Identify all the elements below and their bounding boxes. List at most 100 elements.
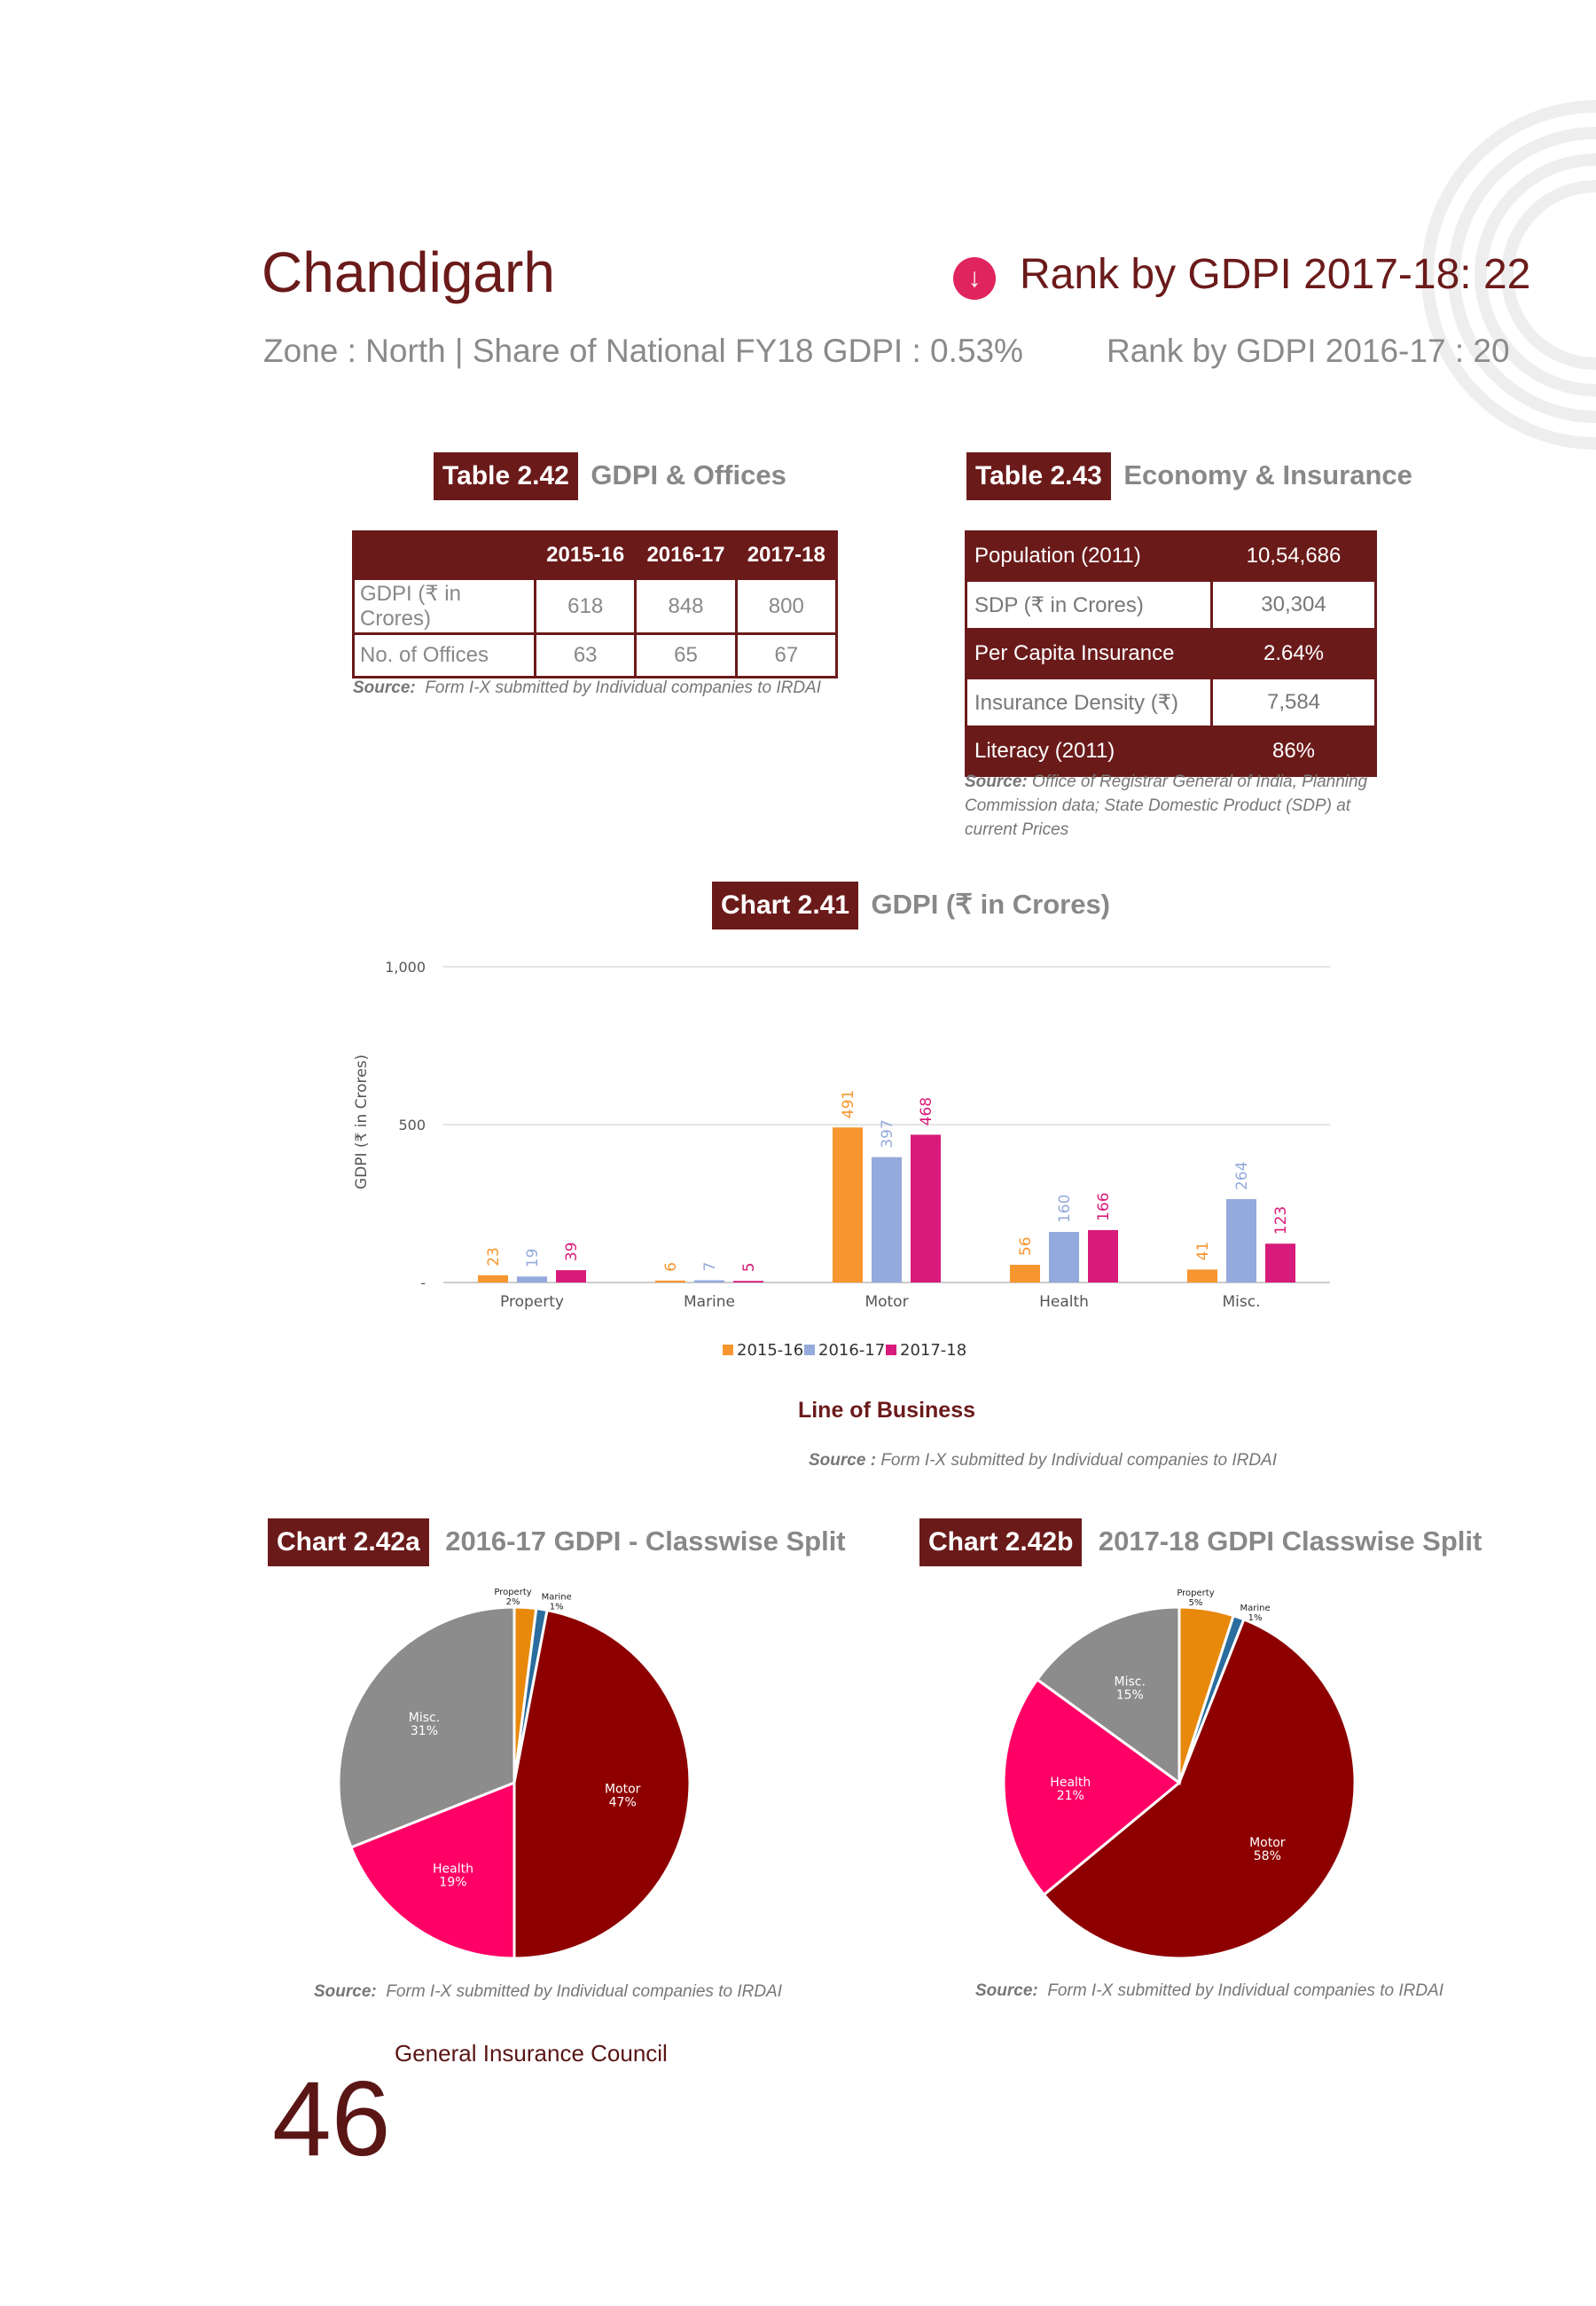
data-label: 160 <box>1056 1195 1074 1223</box>
table-cell: 7,584 <box>1210 677 1377 728</box>
slice-label-name: Motor <box>1249 1836 1286 1850</box>
data-label: 6 <box>662 1262 680 1272</box>
row-label: GDPI (₹ in Crores) <box>352 577 536 635</box>
slice-label: Property 2% <box>494 1588 531 1607</box>
slice-label-value: 58% <box>1254 1849 1281 1863</box>
x-tick-label: Marine <box>684 1293 735 1311</box>
bar <box>911 1134 941 1282</box>
bar <box>517 1276 547 1282</box>
chart-242a-heading: Chart 2.42a 2016-17 GDPI - Classwise Spl… <box>268 1518 846 1566</box>
table-cell: 65 <box>634 632 738 678</box>
chart-241-source: Source : Form I-X submitted by Individua… <box>809 1451 1277 1471</box>
legend-swatch <box>804 1345 815 1355</box>
chart-241-title: GDPI (₹ in Crores) <box>871 889 1111 920</box>
publisher-name: General Insurance Council <box>395 2040 668 2067</box>
source-label: Source: <box>314 1982 377 2001</box>
bar <box>1265 1243 1295 1282</box>
rank-current: Rank by GDPI 2017-18: 22 <box>1020 251 1531 298</box>
data-label: 397 <box>879 1119 896 1148</box>
data-label: 19 <box>524 1249 542 1268</box>
bar <box>872 1157 902 1282</box>
chart-242b-tag: Chart 2.42b <box>919 1518 1083 1566</box>
chart-242a-source: Source: Form I-X submitted by Individual… <box>314 1982 782 2002</box>
rank-previous: Rank by GDPI 2016-17 : 20 <box>1107 333 1510 369</box>
pie-slice <box>1042 1617 1357 1960</box>
slice-label-value: 5% <box>1189 1598 1203 1608</box>
row-label: Literacy (2011) <box>965 726 1213 777</box>
source-text: Form I-X submitted by Individual compani… <box>880 1451 1277 1470</box>
table-row: No. of Offices 63 65 67 <box>352 632 839 678</box>
chart-242b-title: 2017-18 GDPI Classwise Split <box>1098 1526 1483 1557</box>
chart-242b-heading: Chart 2.42b 2017-18 GDPI Classwise Split <box>919 1518 1482 1566</box>
bar <box>733 1281 763 1282</box>
economy-insurance-table: Population (2011) 10,54,686 SDP (₹ in Cr… <box>965 530 1377 777</box>
data-label: 5 <box>740 1262 758 1272</box>
slice-label-name: Health <box>433 1863 473 1877</box>
data-label: 491 <box>840 1090 857 1118</box>
table-header-row: 2015-16 2016-17 2017-18 <box>352 530 839 580</box>
state-title: Chandigarh <box>262 240 555 304</box>
table-242-title: GDPI & Offices <box>591 459 786 490</box>
slice-label-name: Property <box>494 1588 531 1597</box>
header-cell: 2017-18 <box>734 530 839 580</box>
slice-label-value: 31% <box>411 1724 438 1738</box>
y-tick-label: 500 <box>398 1117 426 1133</box>
table-cell: 2.64% <box>1210 628 1377 679</box>
slice-label-name: Property <box>1177 1588 1214 1598</box>
slice-label-value: 15% <box>1116 1689 1144 1703</box>
table-row: Insurance Density (₹) 7,584 <box>965 677 1377 728</box>
pie-slice <box>512 1608 692 1960</box>
chart-242a-tag: Chart 2.42a <box>268 1518 429 1566</box>
x-axis-label: Line of Business <box>798 1398 975 1423</box>
zone-subtitle: Zone : North | Share of National FY18 GD… <box>263 333 1023 369</box>
slice-label: Health 21% <box>1050 1776 1091 1803</box>
table-row: Literacy (2011) 86% <box>965 726 1377 777</box>
slice-label-value: 19% <box>439 1876 466 1890</box>
source-text: current Prices <box>965 820 1069 839</box>
source-label: Source: <box>975 1981 1038 2000</box>
bar <box>1088 1229 1118 1282</box>
decorative-arcs <box>1421 100 1596 450</box>
slice-label-name: Marine <box>1240 1604 1270 1613</box>
table-242-heading: Table 2.42 GDPI & Offices <box>434 452 786 500</box>
source-label: Source: <box>965 773 1028 791</box>
x-tick-label: Motor <box>864 1293 908 1311</box>
row-label: No. of Offices <box>352 632 536 678</box>
pie-chart-2017-18: Property 5% Marine 1% Motor 58% Health 21% Misc.… <box>1002 1588 1357 1960</box>
table-cell: 618 <box>533 577 638 635</box>
row-label: Insurance Density (₹) <box>965 677 1213 728</box>
chart-242a-title: 2016-17 GDPI - Classwise Split <box>445 1526 846 1557</box>
table-cell: 800 <box>734 577 839 635</box>
data-label: 166 <box>1095 1192 1113 1220</box>
slice-label-name: Health <box>1050 1776 1091 1790</box>
x-tick-label: Misc. <box>1223 1293 1261 1311</box>
source-text: Form I-X submitted by Individual compani… <box>386 1982 782 2001</box>
slice-label-value: 1% <box>1248 1613 1263 1623</box>
bar <box>833 1127 863 1282</box>
table-242-source: Source: Form I-X submitted by Individual… <box>353 678 821 698</box>
slice-label: Property 5% <box>1177 1588 1214 1608</box>
legend-swatch <box>886 1345 896 1355</box>
slice-label: Marine 1% <box>1240 1604 1270 1623</box>
source-text: Commission data; State Domestic Product … <box>965 796 1351 815</box>
data-label: 264 <box>1233 1162 1251 1190</box>
pie-slice <box>337 1605 516 1849</box>
data-label: 123 <box>1272 1206 1290 1235</box>
data-label: 7 <box>701 1262 719 1272</box>
table-row: SDP (₹ in Crores) 30,304 <box>965 579 1377 631</box>
data-label: 23 <box>485 1247 503 1267</box>
slice-label: Misc. 15% <box>1115 1675 1146 1703</box>
bar <box>556 1270 586 1282</box>
legend-label: 2017-18 <box>900 1341 966 1360</box>
bar <box>1049 1232 1079 1282</box>
y-axis-label: GDPI (₹ in Crores) <box>353 1055 371 1189</box>
slice-label-value: 2% <box>506 1597 520 1607</box>
chart-241-tag: Chart 2.41 <box>712 882 859 929</box>
gdpi-bar-chart: GDPI (₹ in Crores) Line of Business - 500… <box>353 959 1330 1423</box>
data-label: 39 <box>563 1242 581 1261</box>
y-tick-label: 1,000 <box>385 959 426 976</box>
slice-label-name: Marine <box>542 1592 572 1602</box>
page-number: 46 <box>272 2059 391 2178</box>
header-cell <box>352 530 536 580</box>
chart-241-heading: Chart 2.41 GDPI (₹ in Crores) <box>712 882 1110 929</box>
